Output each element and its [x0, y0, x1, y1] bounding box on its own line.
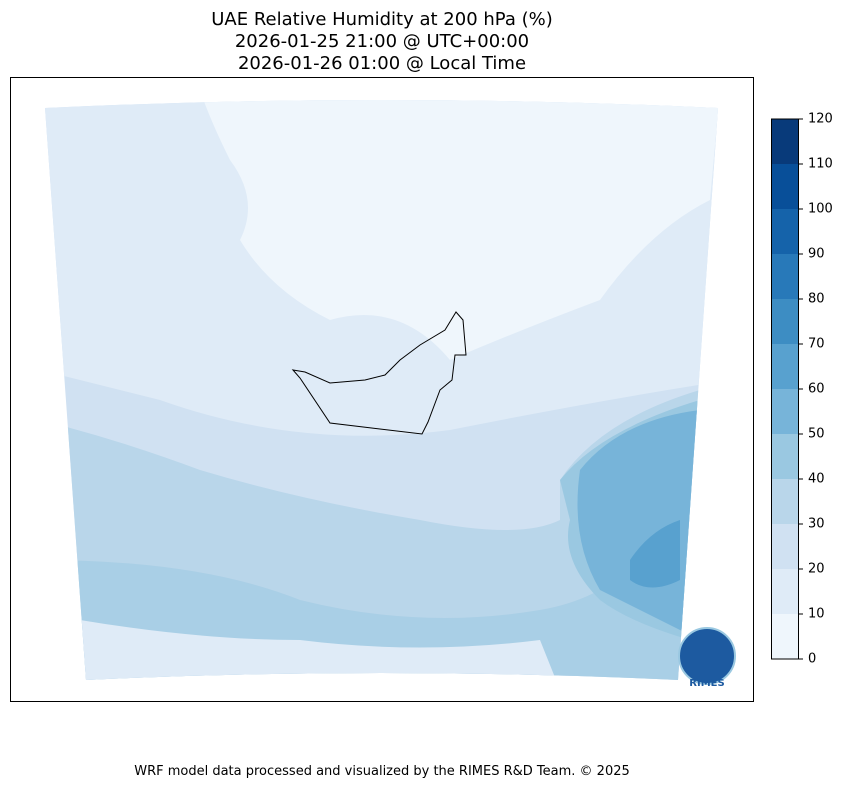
colorbar-tick-label: 40 [808, 472, 825, 487]
colorbar-tick-label: 120 [808, 112, 833, 127]
colorbar-tick-label: 60 [808, 382, 825, 397]
colorbar-band [771, 344, 799, 389]
colorbar-band [771, 209, 799, 254]
colorbar-tick-label: 20 [808, 562, 825, 577]
title-line: 2026-01-25 21:00 @ UTC+00:00 [235, 31, 529, 52]
colorbar-band [771, 479, 799, 524]
colorbar-band [771, 434, 799, 479]
colorbar-tick-label: 70 [808, 337, 825, 352]
map [45, 100, 718, 680]
colorbar-frame [771, 118, 799, 660]
colorbar-tick-label: 50 [808, 427, 825, 442]
colorbar: 0 10 20 30 40 50 60 70 80 90 100 110 120 [771, 112, 833, 667]
colorbar-band [771, 389, 799, 434]
colorbar-tick-label: 90 [808, 247, 825, 262]
colorbar-band [771, 299, 799, 344]
colorbar-band [771, 254, 799, 299]
footer: WRF model data processed and visualized … [134, 764, 630, 779]
colorbar-tick-label: 0 [808, 652, 816, 667]
colorbar-band [771, 524, 799, 569]
logo-text: RIMES [689, 678, 724, 689]
logo: RIMES [678, 627, 736, 689]
colorbar-tick-label: 110 [808, 157, 833, 172]
title-line: UAE Relative Humidity at 200 hPa (%) [211, 9, 552, 30]
colorbar-tick-label: 100 [808, 202, 833, 217]
colorbar-band [771, 614, 799, 659]
colorbar-tick-label: 80 [808, 292, 825, 307]
colorbar-band [771, 119, 799, 164]
title-line: 2026-01-26 01:00 @ Local Time [238, 53, 526, 74]
colorbar-band [771, 569, 799, 614]
colorbar-tick-label: 10 [808, 607, 825, 622]
map-frame [10, 77, 754, 702]
colorbar-band [771, 164, 799, 209]
colorbar-tick-label: 30 [808, 517, 825, 532]
